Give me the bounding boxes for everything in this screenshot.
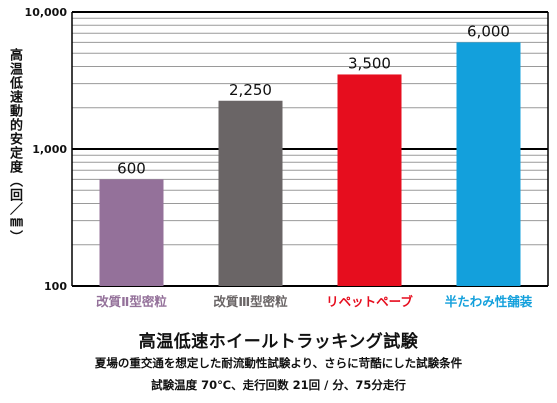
bar-0 <box>99 179 164 286</box>
bar-3 <box>456 42 521 286</box>
chart-caption-title: 高温低速ホイールトラッキング試験 <box>138 332 419 352</box>
x-tick-label-0: 改質Ⅱ型密粒 <box>96 294 167 309</box>
y-axis-title: 高温低速動的安定度（回／㎜） <box>7 48 22 244</box>
y-tick-label: 100 <box>44 280 67 293</box>
y-tick-label: 1,000 <box>32 143 67 156</box>
bar-2 <box>337 74 402 286</box>
chart-caption-line2: 試験温度 70℃、走行回数 21回 / 分、75分走行 <box>151 378 406 392</box>
x-tick-label-3: 半たわみ性舗装 <box>445 294 533 309</box>
data-label-2: 3,500 <box>348 54 391 72</box>
x-tick-label-1: 改質Ⅲ型密粒 <box>213 294 288 309</box>
bar-1 <box>218 100 283 286</box>
x-tick-label-2: リペットペーブ <box>326 294 413 309</box>
data-label-1: 2,250 <box>229 81 272 99</box>
data-label-3: 6,000 <box>467 22 510 40</box>
bar-chart: 100 1,000 10,000 600 改質Ⅱ型密粒 2,250 改質Ⅲ型密粒 3,500 リ… <box>25 6 549 309</box>
data-label-0: 600 <box>117 159 146 177</box>
chart-caption-line1: 夏場の重交通を想定した耐流動性試験より、さらに苛酷にした試験条件 <box>94 356 463 370</box>
y-tick-label: 10,000 <box>25 6 68 19</box>
